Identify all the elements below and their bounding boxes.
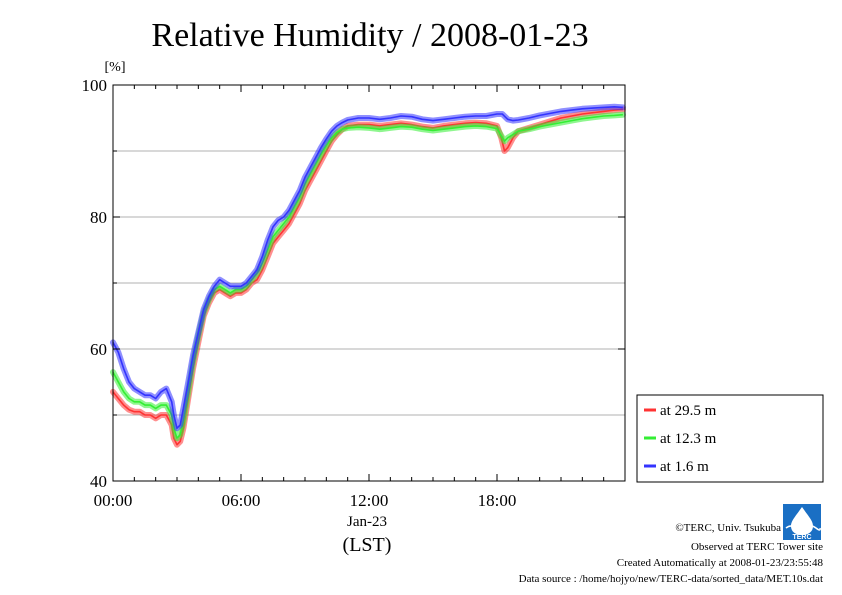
legend-label-1: at 12.3 m [660, 431, 717, 447]
chart-title: Relative Humidity / 2008-01-23 [151, 17, 588, 54]
series-group [110, 103, 626, 448]
source-text: Data source : /home/hojyo/new/TERC-data/… [519, 573, 823, 585]
y-tick-label: 80 [90, 208, 107, 227]
y-axis-unit: [%] [105, 60, 126, 75]
copyright-text: ©TERC, Univ. Tsukuba [675, 522, 781, 534]
legend-item-1: at 12.3 m [644, 431, 717, 447]
wave-icon [785, 525, 821, 531]
x-tick-label: 06:00 [222, 491, 261, 510]
legend-item-2: at 1.6 m [644, 459, 709, 475]
axes: 40 60 80 100 00:00 06:00 12:00 18:00 [82, 76, 626, 510]
x-axis-label: (LST) [343, 534, 392, 556]
observed-text: Observed at TERC Tower site [691, 541, 823, 553]
x-tick-label: 00:00 [94, 491, 133, 510]
logo-text: TERC [792, 534, 811, 541]
y-tick-label: 60 [90, 340, 107, 359]
legend-box [636, 394, 824, 483]
y-tick-label: 100 [82, 76, 108, 95]
legend-item-0: at 29.5 m [644, 403, 717, 419]
y-tick-label: 40 [90, 472, 107, 491]
legend: at 29.5 m at 12.3 m at 1.6 m [636, 394, 824, 483]
legend-label-0: at 29.5 m [660, 403, 717, 419]
date-label: Jan-23 [347, 514, 387, 530]
series-line-2 [112, 106, 623, 429]
series-band-2 [110, 103, 626, 432]
terc-logo: TERC [783, 504, 821, 541]
x-tick-label: 18:00 [478, 491, 517, 510]
x-tick-label: 12:00 [350, 491, 389, 510]
legend-label-2: at 1.6 m [660, 459, 709, 475]
created-text: Created Automatically at 2008-01-23/23:5… [617, 557, 824, 569]
